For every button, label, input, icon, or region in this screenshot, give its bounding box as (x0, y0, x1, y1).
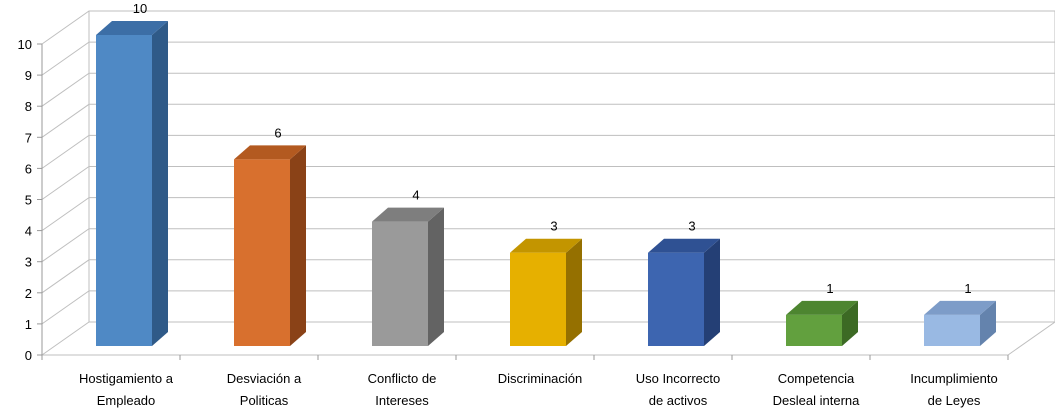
gridline (41, 197, 1055, 232)
bar-top (234, 145, 306, 160)
gridline (41, 166, 1055, 200)
gridline (41, 228, 1055, 263)
x-tick-label: Uso Incorrecto de activos (636, 371, 721, 408)
bar-side (842, 300, 858, 346)
y-tick-label: 9 (25, 68, 32, 83)
gridline (41, 134, 1055, 169)
bar (786, 300, 858, 346)
x-tick-label: Competencia Desleal interna (773, 371, 860, 408)
y-tick-label: 5 (25, 193, 32, 208)
x-tick-label: Conflicto de Intereses (368, 371, 437, 408)
y-tick-label: 7 (25, 130, 32, 145)
data-label: 4 (412, 188, 419, 203)
bar-front (96, 35, 152, 346)
bar (372, 207, 444, 346)
bar (924, 300, 996, 346)
bar-side (704, 238, 720, 346)
bar-front (924, 314, 980, 346)
y-tick-label: 1 (25, 317, 32, 332)
bar-front (234, 159, 290, 346)
bar-front (372, 221, 428, 346)
x-tick-label: Discriminación (498, 371, 583, 386)
bar-front (648, 252, 704, 346)
x-tick-label: Incumplimiento de Leyes (910, 371, 997, 408)
bar-top (786, 300, 858, 315)
data-label: 3 (688, 219, 695, 234)
y-axis: 0 1 2 3 4 5 6 7 8 9 10 (18, 37, 43, 363)
data-label: 3 (550, 219, 557, 234)
gridline (41, 41, 1055, 76)
data-labels: 10 6 4 3 3 1 1 (133, 1, 972, 296)
gridline (41, 321, 1055, 356)
bar-front (786, 314, 842, 346)
data-label: 6 (274, 125, 281, 140)
bar-top (510, 238, 582, 253)
gridline (41, 290, 1055, 325)
data-label: 1 (826, 281, 833, 296)
bar (510, 238, 582, 346)
y-tick-label: 2 (25, 286, 32, 301)
y-tick-label: 10 (18, 37, 32, 52)
bar-top (372, 207, 444, 222)
bar (96, 21, 168, 346)
data-label: 10 (133, 1, 147, 16)
bar-top (96, 21, 168, 35)
bar (234, 145, 306, 346)
y-tick-label: 4 (25, 224, 32, 239)
y-tick-label: 3 (25, 255, 32, 270)
bar-top (924, 300, 996, 315)
y-tick-label: 6 (25, 161, 32, 176)
bars (96, 21, 996, 346)
y-tick-label: 8 (25, 99, 32, 114)
gridline (41, 72, 1055, 107)
x-tick-label: Desviación a Politicas (227, 371, 302, 408)
bar-side (428, 207, 444, 346)
x-axis: Hostigamiento a Empleado Desviación a Polit… (41, 355, 1009, 408)
bar (648, 238, 720, 346)
bar-side (566, 238, 582, 346)
gridline (41, 10, 1055, 45)
data-label: 1 (964, 281, 971, 296)
bar-side (980, 300, 996, 346)
x-tick-label: Hostigamiento a Empleado (79, 371, 174, 408)
gridline (41, 103, 1055, 138)
bar-side (152, 21, 168, 346)
gridlines (41, 10, 1055, 356)
bar-front (510, 252, 566, 346)
gridline (41, 259, 1055, 294)
bar-top (648, 238, 720, 253)
bar-side (290, 145, 306, 346)
y-tick-label: 0 (25, 348, 32, 363)
